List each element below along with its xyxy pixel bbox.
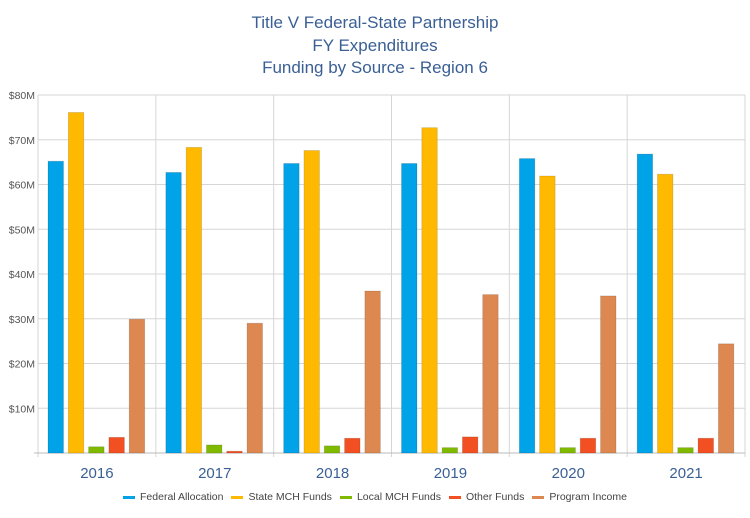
bar-federal-allocation (47, 160, 64, 454)
bar-federal-allocation (283, 163, 300, 454)
bar-program-income (482, 294, 499, 454)
bar-state-mch-funds (185, 146, 203, 454)
legend-label: State MCH Funds (248, 491, 332, 503)
bar-local-mch-funds (323, 445, 341, 454)
bar-state-mch-funds (421, 127, 438, 454)
legend-item[interactable]: State MCH Funds (231, 491, 332, 503)
y-tick-label: $20M (9, 359, 35, 371)
bar-state-mch-funds (539, 175, 556, 454)
bar-other-funds (461, 436, 479, 454)
title-line: Title V Federal-State Partnership (251, 13, 499, 32)
bar-program-income (600, 295, 617, 454)
bar-other-funds (108, 436, 125, 454)
y-tick-label: $50M (9, 224, 35, 236)
bar-program-income (128, 318, 146, 454)
bar-state-mch-funds (303, 150, 320, 454)
y-tick-label: $60M (9, 180, 35, 192)
bar-federal-allocation (636, 153, 654, 454)
bar-other-funds (344, 437, 361, 454)
y-tick-label: $80M (9, 90, 35, 102)
x-tick-label: 2017 (198, 465, 231, 480)
legend-label: Program Income (549, 491, 627, 503)
x-tick-label: 2021 (669, 465, 702, 480)
chart-title: Title V Federal-State Partnership FY Exp… (0, 12, 750, 80)
legend-item[interactable]: Other Funds (448, 491, 525, 503)
bar-federal-allocation (401, 163, 418, 454)
x-tick-label: 2019 (434, 465, 467, 480)
bar-other-funds (697, 437, 714, 454)
subtitle-line: FY Expenditures (312, 35, 438, 55)
bar-program-income (246, 322, 263, 454)
legend-item[interactable]: Local MCH Funds (339, 491, 441, 503)
bar-other-funds (579, 437, 597, 454)
subtitle-line: Funding by Source - Region 6 (262, 58, 488, 77)
x-tick-label: 2018 (316, 465, 349, 480)
bar-local-mch-funds (559, 447, 576, 454)
legend-swatch (123, 495, 136, 499)
bar-other-funds (226, 450, 243, 454)
legend-swatch (532, 495, 545, 499)
bar-program-income (717, 343, 735, 454)
legend-swatch (448, 495, 461, 499)
bar-local-mch-funds (441, 447, 459, 454)
bar-local-mch-funds (88, 446, 105, 454)
bar-federal-allocation (518, 158, 536, 454)
legend-swatch (231, 495, 244, 499)
bar-program-income (364, 290, 381, 454)
x-tick-label: 2020 (552, 465, 585, 480)
legend-label: Federal Allocation (140, 491, 224, 503)
x-tick-label: 2016 (80, 465, 113, 480)
legend-item[interactable]: Federal Allocation (123, 491, 223, 503)
y-tick-label: $70M (9, 135, 35, 147)
y-tick-label: $10M (9, 403, 35, 415)
legend-label: Local MCH Funds (356, 491, 441, 503)
legend-label: Other Funds (465, 491, 525, 503)
bar-state-mch-funds (657, 173, 674, 454)
bar-local-mch-funds (206, 444, 223, 454)
legend-item[interactable]: Program Income (532, 491, 627, 503)
y-tick-label: $40M (9, 269, 35, 281)
bar-chart: $10M $20M $30M $40M $50M $60M $70M $80M 2016 2017… (9, 90, 746, 480)
bar-local-mch-funds (677, 447, 694, 454)
y-tick-label: $30M (9, 314, 35, 326)
legend-swatch (339, 495, 352, 499)
bar-state-mch-funds (67, 112, 85, 454)
legend: Federal Allocation State MCH Funds Local M… (0, 491, 750, 503)
bar-federal-allocation (165, 172, 182, 454)
